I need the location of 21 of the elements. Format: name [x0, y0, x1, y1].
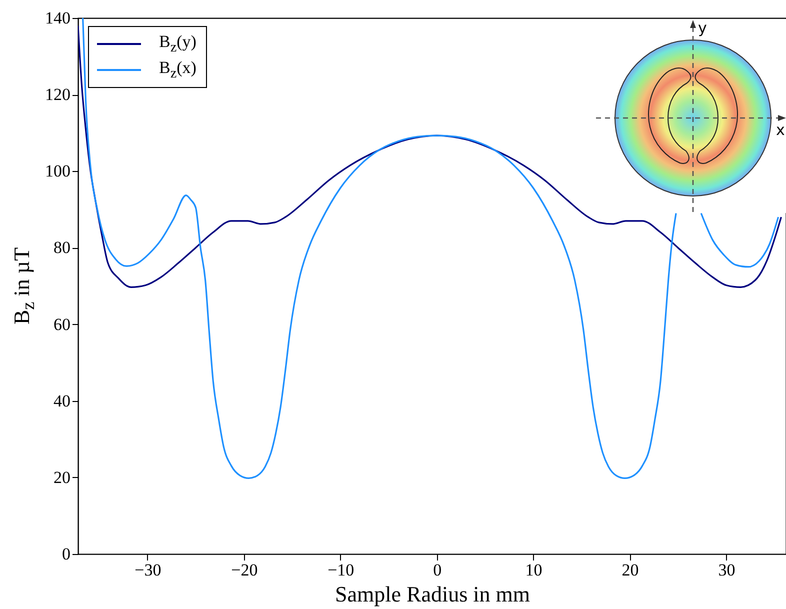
- y-tick-label: 100: [45, 162, 70, 181]
- x-axis-title: Sample Radius in mm: [335, 582, 530, 606]
- y-tick-label: 120: [45, 85, 70, 104]
- annotation: x: [776, 121, 785, 139]
- x-tick-label: 20: [622, 560, 639, 580]
- x-tick-label: −10: [328, 560, 354, 580]
- legend-label: B$_{z}$(x): [159, 58, 196, 82]
- y-tick-label: 80: [54, 238, 70, 258]
- y-tick-label: 20: [54, 468, 70, 487]
- x-tick-label: −20: [231, 560, 258, 580]
- x-tick-label: 30: [718, 560, 736, 580]
- y-tick-label: 140: [45, 8, 70, 28]
- x-tick-label: 0: [433, 560, 442, 580]
- y-tick-label: 60: [54, 314, 70, 334]
- y-tick-label: 40: [54, 391, 70, 410]
- legend-label: B$_{z}$(y): [159, 32, 196, 56]
- annotation: y: [698, 19, 707, 37]
- y-tick-label: 0: [62, 544, 70, 564]
- field-map-picture: y x: [594, 19, 786, 213]
- x-tick-label: −30: [134, 560, 162, 580]
- x-tick-label: 10: [525, 560, 542, 580]
